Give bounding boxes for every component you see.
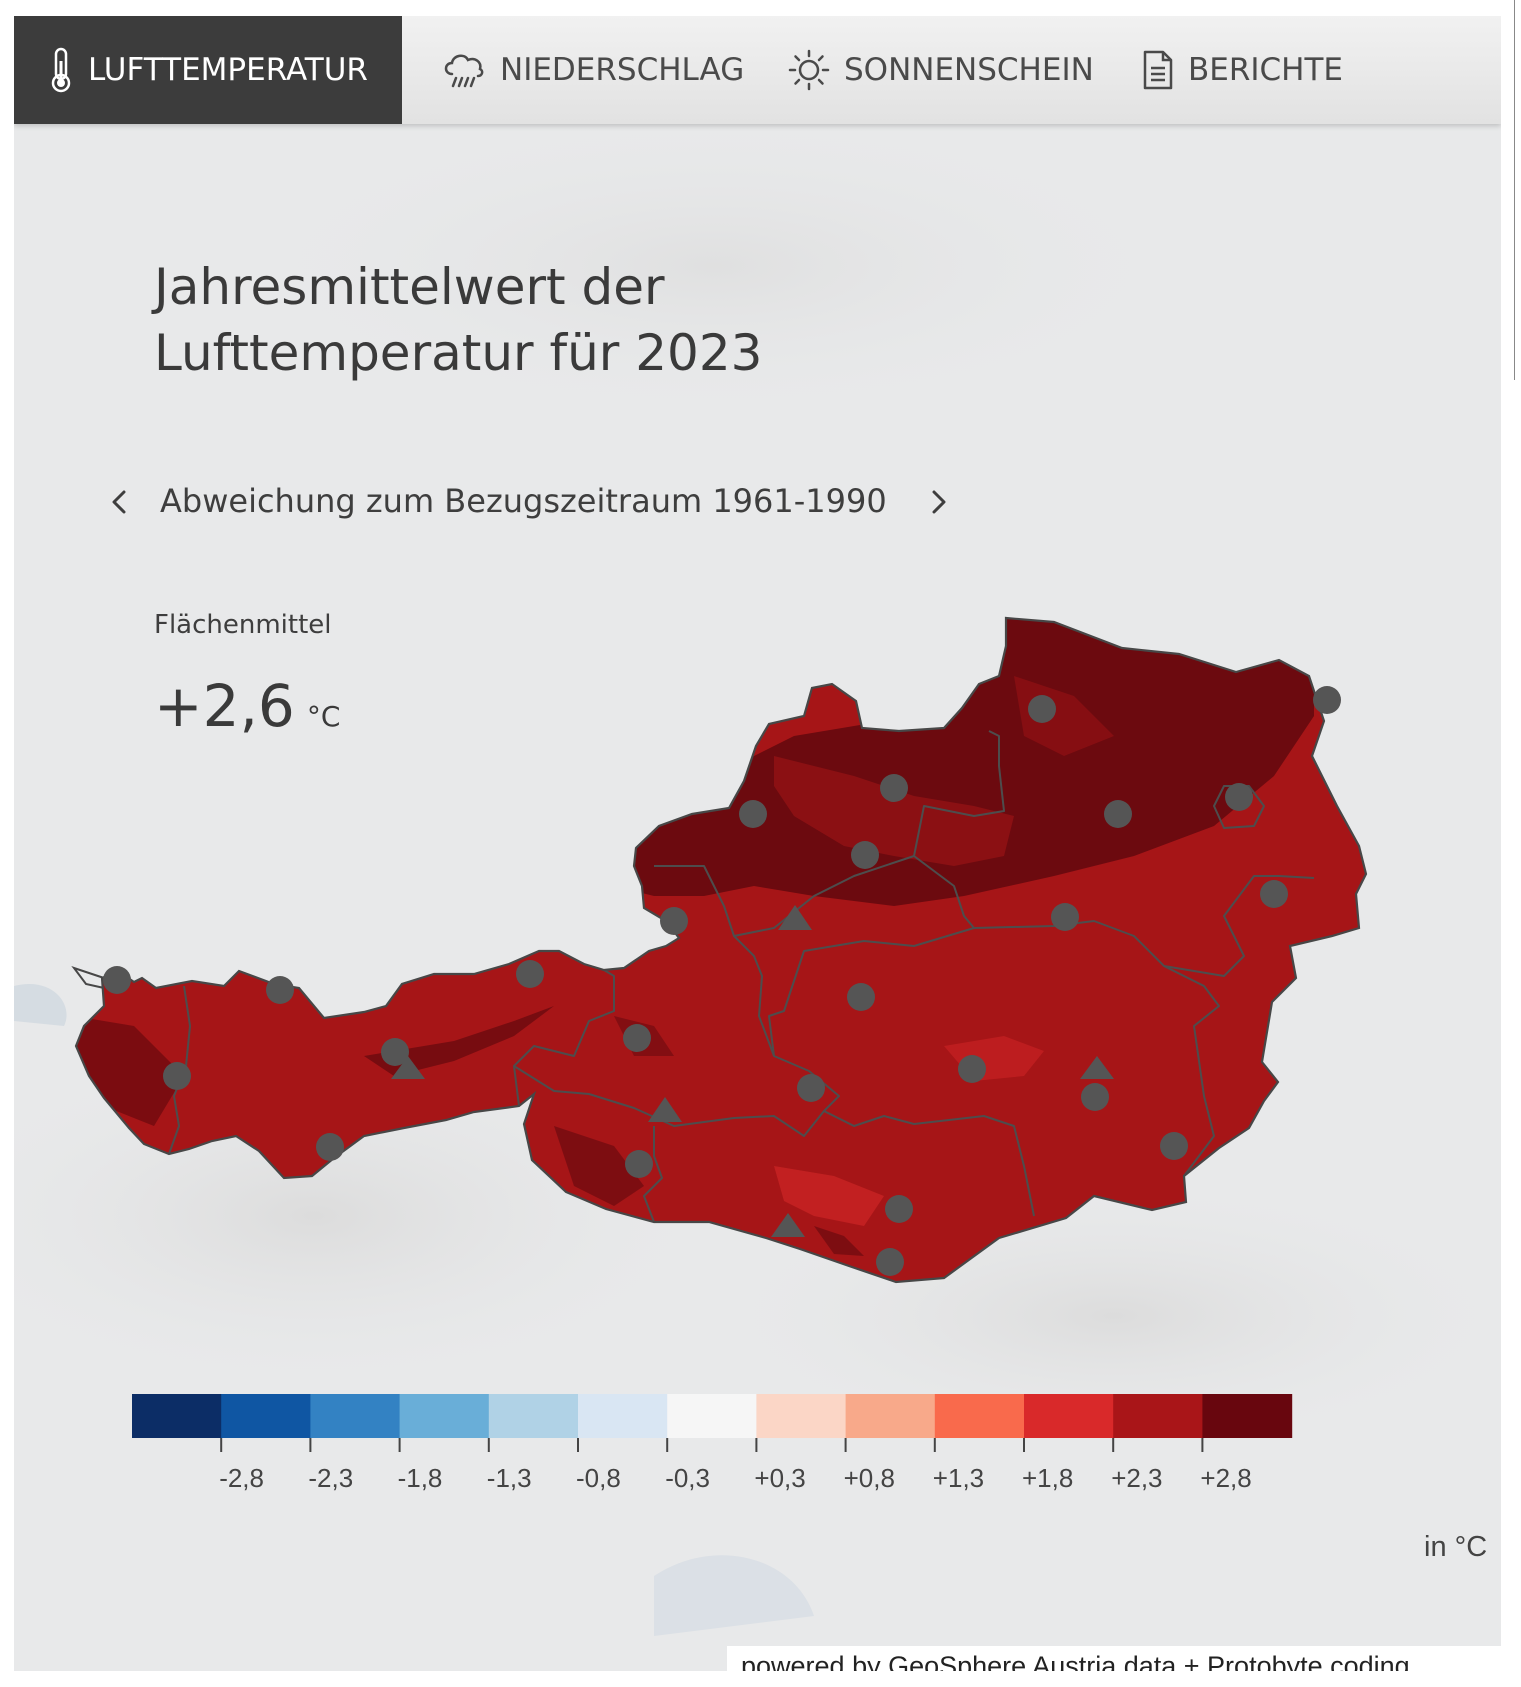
legend-tick-label: -2,3 xyxy=(308,1463,353,1493)
austria-temperature-map xyxy=(71,616,1368,1284)
station-marker[interactable] xyxy=(623,1024,651,1052)
station-marker[interactable] xyxy=(880,774,908,802)
legend-swatch xyxy=(488,1394,579,1438)
mountain-station-marker[interactable] xyxy=(778,905,812,930)
legend-tick-label: -0,3 xyxy=(665,1463,710,1493)
scroll-edge-line xyxy=(1514,0,1515,380)
color-legend: -2,8 -2,3 -1,8 -1,3 -0,8 -0,3 +0,3 +0,8 +1,3 +1,8… xyxy=(132,1394,1293,1493)
legend-swatches xyxy=(132,1394,1293,1438)
lake-shoreline xyxy=(71,966,105,989)
station-marker[interactable] xyxy=(1081,1083,1109,1111)
warmest-anomaly-region xyxy=(76,618,1314,1256)
station-marker[interactable] xyxy=(958,1055,986,1083)
legend-tick-label: +0,3 xyxy=(754,1463,805,1493)
tab-berichte-label: BERICHTE xyxy=(1188,52,1344,88)
page-title-line-2: Lufttemperatur für 2023 xyxy=(154,324,763,382)
station-marker[interactable] xyxy=(1028,695,1056,723)
legend-tick-label: +1,3 xyxy=(933,1463,984,1493)
station-marker[interactable] xyxy=(797,1074,825,1102)
station-marker[interactable] xyxy=(266,976,294,1004)
page-title-line-1: Jahresmittelwert der xyxy=(154,258,665,316)
tab-lufttemperatur[interactable]: LUFTTEMPERATUR xyxy=(14,16,402,124)
station-marker[interactable] xyxy=(1260,880,1288,908)
legend-swatch xyxy=(667,1394,757,1438)
tab-sonnenschein[interactable]: SONNENSCHEIN xyxy=(788,16,1094,124)
chevron-right-icon[interactable] xyxy=(920,484,956,520)
legend-tick-label: -0,8 xyxy=(576,1463,621,1493)
mountain-station-marker[interactable] xyxy=(648,1097,682,1122)
legend-swatch xyxy=(399,1394,490,1438)
station-marker[interactable] xyxy=(516,960,544,988)
area-mean-unit: °C xyxy=(306,700,341,733)
document-icon xyxy=(1143,50,1173,90)
station-marker[interactable] xyxy=(625,1150,653,1178)
legend-swatch xyxy=(845,1394,936,1438)
area-mean-value: +2,6 °C xyxy=(154,672,340,740)
legend-swatch xyxy=(221,1394,311,1438)
tab-niederschlag-label: NIEDERSCHLAG xyxy=(500,52,745,88)
attribution-credit: powered by GeoSphere Austria data + Prot… xyxy=(727,1646,1501,1671)
page-margin xyxy=(1501,0,1521,1687)
legend-swatch xyxy=(1113,1394,1203,1438)
station-marker[interactable] xyxy=(851,841,879,869)
tab-niederschlag[interactable]: NIEDERSCHLAG xyxy=(442,16,744,124)
legend-ticks: -2,8 -2,3 -1,8 -1,3 -0,8 -0,3 +0,3 +0,8 +1,3 +1,8… xyxy=(219,1438,1252,1493)
station-marker[interactable] xyxy=(1051,903,1079,931)
legend-tick-label: +0,8 xyxy=(844,1463,895,1493)
station-marker[interactable] xyxy=(739,800,767,828)
station-marker[interactable] xyxy=(1313,686,1341,714)
mountain-station-marker[interactable] xyxy=(1080,1056,1114,1079)
legend-swatch xyxy=(132,1394,222,1438)
mountain-station-marker[interactable] xyxy=(391,1056,425,1079)
station-marker[interactable] xyxy=(1104,800,1132,828)
station-marker[interactable] xyxy=(876,1248,904,1276)
legend-swatch xyxy=(1202,1394,1293,1438)
legend-tick-label: -1,8 xyxy=(398,1463,443,1493)
station-marker[interactable] xyxy=(381,1038,409,1066)
station-marker[interactable] xyxy=(1225,783,1253,811)
station-marker[interactable] xyxy=(316,1133,344,1161)
area-mean-label: Flächenmittel xyxy=(154,610,332,640)
legend-swatch xyxy=(310,1394,401,1438)
period-label: Abweichung zum Bezugszeitraum 1961-1990 xyxy=(160,482,887,520)
legend-tick-label: +1,8 xyxy=(1022,1463,1073,1493)
area-mean-number: +2,6 xyxy=(154,672,295,740)
top-navigation: LUFTTEMPERATUR NIEDERSCHLAG xyxy=(14,16,1501,124)
legend-unit-label: in °C xyxy=(1424,1531,1488,1563)
thermometer-icon xyxy=(51,47,71,93)
legend-tick-label: -2,8 xyxy=(219,1463,264,1493)
station-marker[interactable] xyxy=(103,966,131,994)
station-marker[interactable] xyxy=(1160,1132,1188,1160)
measurement-stations xyxy=(103,686,1341,1276)
legend-swatch xyxy=(1024,1394,1114,1438)
station-marker[interactable] xyxy=(660,907,688,935)
page-title: Jahresmittelwert der Lufttemperatur für … xyxy=(154,254,1054,386)
legend-swatch xyxy=(756,1394,847,1438)
period-selector: Abweichung zum Bezugszeitraum 1961-1990 xyxy=(94,478,954,530)
tab-sonnenschein-label: SONNENSCHEIN xyxy=(844,52,1094,88)
legend-swatch xyxy=(578,1394,668,1438)
app-frame: LUFTTEMPERATUR NIEDERSCHLAG xyxy=(14,16,1501,1671)
station-marker[interactable] xyxy=(847,983,875,1011)
station-marker[interactable] xyxy=(163,1062,191,1090)
sun-icon xyxy=(788,49,830,91)
tab-berichte[interactable]: BERICHTE xyxy=(1142,16,1343,124)
legend-tick-label: +2,3 xyxy=(1111,1463,1162,1493)
chevron-left-icon[interactable] xyxy=(102,484,138,520)
legend-tick-label: +2,8 xyxy=(1200,1463,1251,1493)
mountain-station-marker[interactable] xyxy=(771,1213,805,1237)
rain-cloud-icon xyxy=(444,54,484,88)
legend-tick-label: -1,3 xyxy=(487,1463,532,1493)
tab-lufttemperatur-label: LUFTTEMPERATUR xyxy=(88,52,368,88)
legend-swatch xyxy=(934,1394,1025,1438)
station-marker[interactable] xyxy=(885,1195,913,1223)
